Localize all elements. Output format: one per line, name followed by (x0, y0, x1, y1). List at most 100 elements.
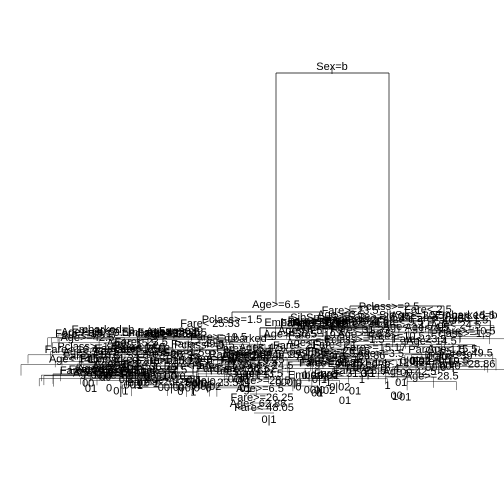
leaf-value: 0|02 (318, 370, 339, 382)
leaf-value: 1 (385, 380, 391, 392)
split-label: Fare< 7.91 (145, 328, 199, 340)
leaf-value: 1 (137, 380, 143, 392)
split-label: Fare>=10.5 (190, 353, 247, 365)
leaf-value: 00|0 (158, 382, 179, 394)
split-label-deep: Age< 62.88 (230, 398, 287, 410)
leaf-value: 0|1 (312, 374, 327, 386)
split-label: Fare< 9.5 (224, 347, 271, 359)
split-label: Fare< 49.5 (228, 349, 282, 361)
leaf-value: 1 (392, 391, 398, 403)
split-label: Age>=3.5 (77, 363, 125, 375)
split-label: Fare< 31.33 (314, 368, 374, 380)
split-label: Fare>=28.86 (432, 359, 495, 371)
leaf-value: 0|1 (187, 374, 202, 386)
split-label-right: Pclass>=2.5 (359, 301, 420, 313)
leaf-value: 00 (82, 378, 94, 390)
split-label: Fare>=28.86 (322, 350, 385, 362)
split-label: Fare< 23.5 (114, 337, 168, 349)
leaf-value: 01 (85, 383, 97, 395)
leaf-value: 00|0 (427, 351, 448, 363)
leaf-value: 00 (400, 367, 412, 379)
level1-splits: Age>=6.5 Pclass>=2.5 (231, 299, 445, 345)
split-label-l2-3: Fare< 2.5 (404, 304, 451, 316)
split-label: Age>=3.5 (317, 309, 365, 321)
split-label: Fare< 39 (159, 325, 203, 337)
leaf-value: 00|0 (228, 374, 249, 386)
split-label: Age< 14.5 (115, 342, 165, 354)
split-label: Fare>=46.25 (288, 315, 351, 327)
split-label: Age>=42.5 (383, 366, 437, 378)
split-label: Age>=28.5 (93, 346, 147, 358)
split-label: Fare< 7.91 (114, 343, 168, 355)
split-label: Embarked=b (435, 309, 498, 321)
split-label: Age< 24.5 (430, 319, 480, 331)
leaf-value: 00 (390, 390, 402, 402)
leaf-value: 00|0 (425, 362, 446, 374)
split-label: Age< 36.75 (120, 362, 177, 374)
split-label: Fare< 23.5 (393, 334, 447, 346)
split-label-l3-1: Fare< 28.86 (410, 313, 470, 325)
split-label-left: Age>=6.5 (252, 299, 300, 311)
split-label: Fare< 39 (60, 365, 104, 377)
split-label: Fare< 16.4 (346, 363, 400, 375)
split-label: Embarked= (288, 369, 345, 381)
root-split: Sex=b (275, 61, 390, 304)
split-label: Age< 5.5 (286, 337, 330, 349)
leaf-value: 00|0 (186, 378, 207, 390)
split-label: Parch>=1.5 (408, 344, 465, 356)
split-label: Fare< 12.62 (365, 357, 425, 369)
split-label: Age< 15.5 (107, 337, 157, 349)
leaf-value: 01 (239, 383, 251, 395)
split-label: Age>=42.5 (133, 365, 187, 377)
split-label: SibSp>=1.5 (147, 347, 205, 359)
split-label: Fare< 49.5 (171, 339, 225, 351)
split-label: Fare< 7.91 (292, 317, 346, 329)
split-label: Age>=28.5 (405, 371, 459, 383)
split-label: Fare>=19.5 (190, 331, 247, 343)
leaf-value: 00|0 (304, 385, 325, 397)
split-label: Age< 5.5 (73, 368, 117, 380)
leaf-value: 00|0 (144, 371, 165, 383)
split-label: Age< 15.5 (145, 374, 195, 386)
split-label: Fare>=19.5 (288, 329, 345, 341)
split-label: Age< 15.5 (427, 343, 477, 355)
split-label-l3-2: Embarked= (122, 327, 179, 339)
leaf-value: 1 (153, 378, 159, 390)
leaf-value: 00|0 (439, 360, 460, 372)
leaf-value: 1 (359, 374, 365, 386)
split-label: Fare>=10.5 (368, 330, 425, 342)
leaf-value: 01 (137, 372, 149, 384)
split-label: Fare< 21 (75, 364, 119, 376)
leaf-value: 0 (178, 381, 184, 393)
split-label-l2-2: Fare>=23.5 (322, 305, 379, 317)
leaf-value: 1 (233, 366, 239, 378)
leaf-value: 0|02 (200, 381, 221, 393)
split-label-l2-1: SibSp>=2.5 (290, 312, 348, 324)
split-label: Parch>=1.5 (121, 370, 178, 382)
split-label: Fare< 9.5 (376, 316, 423, 328)
split-label: Fare< 9.5 (319, 317, 366, 329)
split-label: SibSp>=1.5 (149, 327, 207, 339)
split-label: Fare< 23.5 (185, 377, 239, 389)
leaf-value: 0|1 (261, 414, 276, 426)
level2-splits: Pclass>=1.5 SibSp>=2.5 Fare>=23.5 Fare< … (122, 304, 470, 339)
leaf-value: 0|1 (361, 368, 376, 380)
split-label: Fare< 12.62 (110, 343, 170, 355)
leaf-value: 1 (190, 387, 196, 399)
split-label: Age>=30.5 (263, 329, 317, 341)
split-label: Age< 36.75 (307, 357, 364, 369)
leaf-value: 00 (191, 379, 203, 391)
leaf-value: 00|0 (281, 377, 302, 389)
split-label: Fare>=28.86 (197, 363, 260, 375)
root-label: Sex=b (316, 61, 348, 73)
split-label: Fare< 12.62 (210, 365, 270, 377)
split-label-l3-3: Fare< 25.53 (180, 318, 240, 330)
split-label: Fare>=19.5 (412, 355, 469, 367)
split-label-deep: Fare< 48.05 (234, 402, 294, 414)
leaf-value: 0|02 (410, 356, 431, 368)
leaf-value: 1 (325, 377, 331, 389)
